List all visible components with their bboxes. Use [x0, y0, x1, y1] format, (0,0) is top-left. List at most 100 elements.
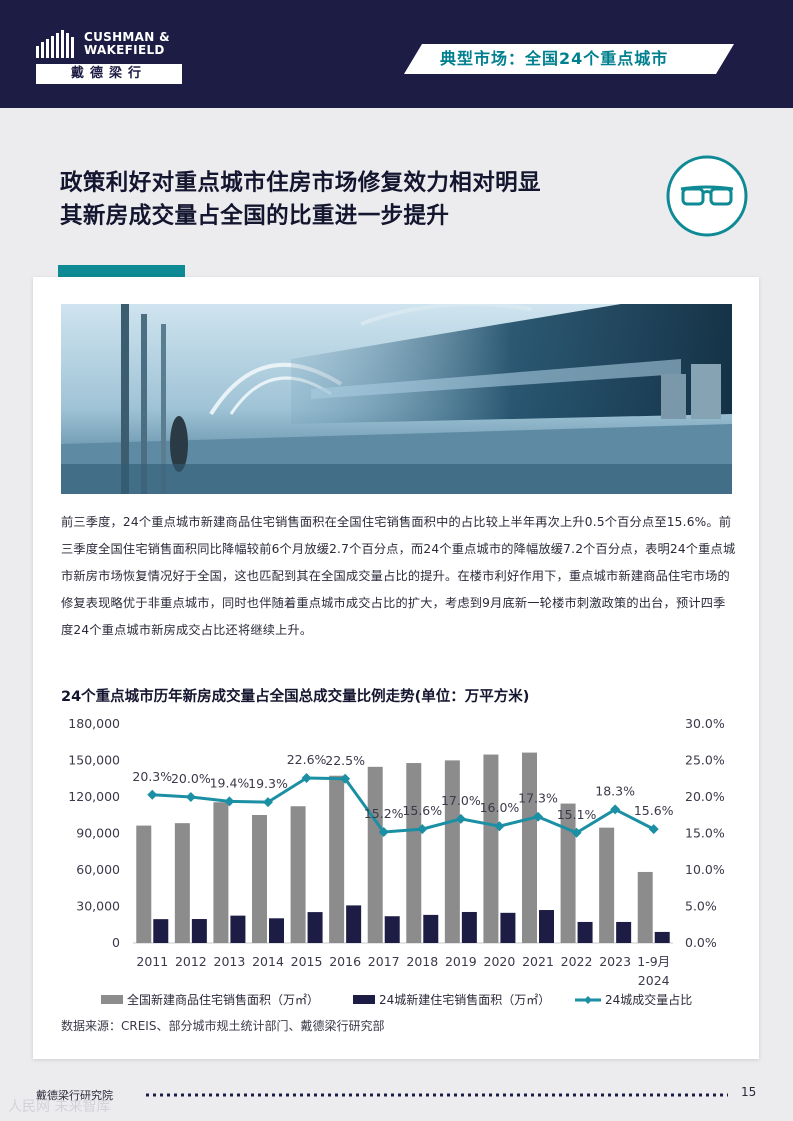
share-marker — [147, 789, 158, 800]
section-banner-label: 典型市场：全国24个重点城市 — [440, 49, 669, 68]
footer-label: 戴德梁行研究院 — [36, 1089, 113, 1102]
share-marker — [301, 773, 312, 784]
y-left-tick-label: 60,000 — [76, 862, 120, 877]
bar-national — [329, 775, 345, 943]
bar-24-cities — [577, 921, 593, 943]
brand-name: CUSHMAN & WAKEFIELD — [84, 31, 170, 57]
bar-24-cities — [384, 916, 400, 943]
bar-national — [252, 815, 267, 943]
share-marker — [185, 792, 196, 802]
share-data-label: 19.3% — [248, 776, 288, 791]
chart-title: 24个重点城市历年新房成交量占全国总成交量比例走势(单位：万平方米) — [61, 689, 530, 705]
accent-bar — [58, 265, 185, 277]
bar-national — [637, 871, 653, 943]
footer-dotted-rule — [146, 1093, 728, 1097]
share-data-label: 22.5% — [325, 753, 365, 768]
x-tick-label: 2016 — [329, 954, 361, 969]
legend-swatch-national — [101, 995, 123, 1004]
share-marker — [533, 811, 543, 822]
share-marker — [417, 824, 428, 835]
bar-24-cities — [269, 918, 284, 943]
x-tick-label: 2022 — [561, 954, 593, 969]
bar-24-cities — [616, 921, 632, 943]
x-tick-label: 2012 — [175, 954, 207, 969]
bar-24-cities — [461, 911, 477, 943]
header: CUSHMAN & WAKEFIELD 戴德梁行 典型市场：全国24个重点城市 — [0, 0, 793, 108]
section-banner: 典型市场：全国24个重点城市 — [404, 44, 734, 74]
share-data-label: 19.4% — [210, 775, 250, 790]
x-tick-label: 2021 — [522, 954, 554, 969]
x-tick-label: 2015 — [291, 954, 323, 969]
bar-national — [522, 752, 537, 943]
share-data-label: 20.0% — [171, 771, 211, 786]
x-tick-label: 1-9月 — [637, 954, 670, 969]
bar-24-cities — [307, 912, 323, 943]
glasses-icon — [666, 155, 748, 237]
share-data-label: 22.6% — [287, 752, 327, 767]
page-number: 15 — [741, 1085, 757, 1099]
share-data-label: 20.3% — [132, 769, 172, 784]
x-tick-label: 2013 — [214, 954, 246, 969]
share-marker — [648, 824, 659, 835]
legend-marker-share — [584, 996, 592, 1004]
y-left-tick-label: 120,000 — [68, 789, 120, 804]
legend-label-24-cities: 24城新建住宅销售面积（万㎡） — [379, 992, 550, 1007]
share-data-label: 15.6% — [634, 803, 674, 818]
page-title-line1: 政策利好对重点城市住房市场修复效力相对明显 — [60, 170, 541, 196]
bar-national — [174, 823, 190, 943]
y-left-tick-label: 0 — [112, 935, 120, 950]
y-right-tick-label: 30.0% — [685, 716, 725, 731]
source-note: 数据来源：CREIS、部分城市规土统计部门、戴德梁行研究部 — [61, 1019, 385, 1033]
bar-24-cities — [423, 914, 439, 943]
x-tick-label: 2014 — [252, 954, 284, 969]
bar-24-cities — [346, 905, 362, 943]
page-title: 政策利好对重点城市住房市场修复效力相对明显 其新房成交量占全国的比重进一步提升 — [60, 167, 541, 233]
y-right-tick-label: 15.0% — [685, 826, 725, 841]
share-data-label: 17.3% — [518, 791, 558, 806]
y-right-tick-label: 5.0% — [685, 899, 717, 914]
share-marker — [224, 796, 235, 807]
bar-national — [213, 802, 229, 943]
bar-24-cities — [191, 919, 207, 943]
bar-24-cities — [230, 915, 246, 943]
x-tick-label: 2018 — [406, 954, 438, 969]
bar-national — [560, 803, 576, 943]
brand-name-line1: CUSHMAN & — [84, 30, 170, 44]
bar-24-cities — [654, 931, 670, 943]
brand-name-line2: WAKEFIELD — [84, 43, 165, 57]
share-marker — [378, 827, 389, 838]
banner-shape — [404, 44, 734, 74]
cushman-wakefield-logo[interactable]: CUSHMAN & WAKEFIELD 戴德梁行 — [36, 30, 184, 84]
page-title-line2: 其新房成交量占全国的比重进一步提升 — [60, 203, 450, 229]
bar-national — [136, 825, 152, 943]
bar-national — [367, 766, 383, 943]
legend-label-national: 全国新建商品住宅销售面积（万㎡） — [127, 992, 319, 1007]
y-right-tick-label: 25.0% — [685, 753, 725, 768]
legend-label-share: 24城成交量占比 — [605, 992, 692, 1007]
building-bars-icon — [36, 30, 74, 58]
bar-national — [444, 760, 460, 943]
share-data-label: 15.1% — [557, 807, 597, 822]
x-tick-label: 2017 — [368, 954, 400, 969]
y-right-tick-label: 0.0% — [685, 935, 717, 950]
y-left-tick-label: 150,000 — [68, 753, 120, 768]
share-data-label: 17.0% — [441, 793, 481, 808]
y-left-tick-label: 90,000 — [76, 826, 120, 841]
share-marker — [340, 773, 351, 784]
content-card: 前三季度，24个重点城市新建商品住宅销售面积在全国住宅销售面积中的占比较上半年再… — [33, 277, 759, 1059]
share-marker — [455, 813, 466, 824]
share-marker — [263, 797, 273, 808]
legend-swatch-24-cities — [353, 995, 375, 1004]
y-right-tick-label: 10.0% — [685, 862, 725, 877]
share-marker — [610, 804, 621, 815]
bridge-traffic-photo — [61, 304, 732, 494]
bar-24-cities — [500, 912, 516, 943]
bar-24-cities — [153, 919, 169, 943]
y-right-tick-label: 20.0% — [685, 789, 725, 804]
bar-national — [483, 754, 499, 943]
bar-24-cities — [539, 910, 554, 943]
y-left-tick-label: 180,000 — [68, 716, 120, 731]
bar-national — [599, 827, 615, 943]
share-data-label: 15.2% — [364, 806, 404, 821]
x-tick-label: 2024 — [638, 973, 670, 988]
